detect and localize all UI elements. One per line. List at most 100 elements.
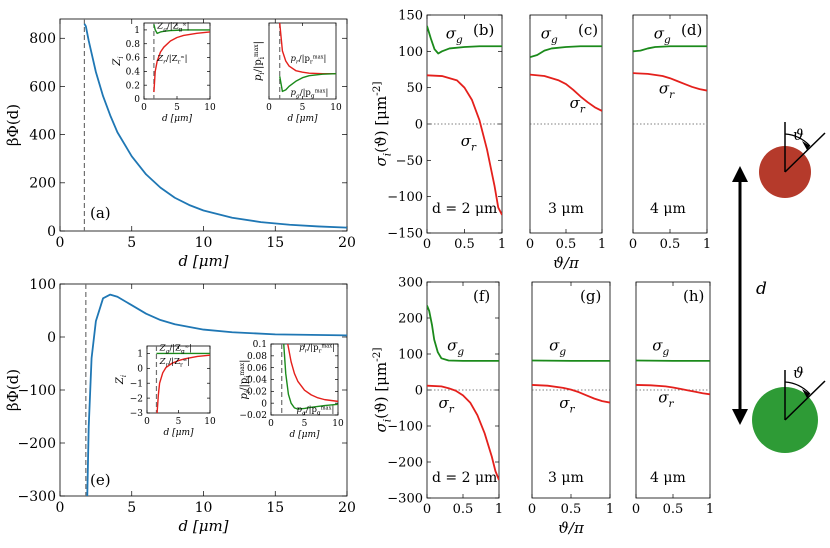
x-tick-label: 10 bbox=[332, 419, 344, 429]
x-tick-label: 1 bbox=[703, 237, 711, 252]
panel-letter: (b) bbox=[473, 21, 494, 39]
y-tick-label: −1 bbox=[130, 379, 143, 389]
series-label: Zr/|Zr∞| bbox=[159, 357, 190, 369]
e-inset-p-series-1 bbox=[283, 344, 338, 410]
x-tick-label: 1 bbox=[498, 237, 506, 252]
series-label: σr bbox=[659, 79, 675, 101]
a-inset-p-series-0 bbox=[279, 23, 336, 75]
x-tick-label: 1 bbox=[706, 502, 714, 517]
x-tick-label: 1 bbox=[606, 502, 614, 517]
y-tick-label: 0 bbox=[261, 399, 267, 409]
panel-e-series-0 bbox=[86, 293, 347, 496]
x-tick-label: 0 bbox=[266, 103, 272, 113]
panel-annotation: d = 2 μm bbox=[432, 470, 497, 486]
y-tick-label: 1 bbox=[137, 350, 143, 360]
angle-ray-bottom bbox=[784, 380, 826, 421]
y-tick-label: 0 bbox=[134, 95, 140, 105]
series-label: σg bbox=[541, 24, 558, 46]
x-tick-label: 1 bbox=[495, 502, 503, 517]
y-tick-label: 100 bbox=[398, 348, 423, 363]
panel-f-series-0 bbox=[427, 305, 499, 362]
y-tick-label: −200 bbox=[18, 436, 56, 452]
y-tick-label: 0 bbox=[137, 364, 143, 374]
x-tick-label: 0 bbox=[268, 419, 274, 429]
panel-h-frame bbox=[635, 281, 711, 499]
inset-y-axis-label: pi/|pimax| bbox=[253, 41, 266, 81]
panel-b-series-1 bbox=[427, 74, 502, 216]
angle-ray-top bbox=[784, 132, 826, 173]
y-axis-label: βΦ(d) bbox=[4, 369, 22, 411]
panel-c-panel: 0 0.5 1 σg σr (c) 3 μm ϑ/π bbox=[526, 14, 606, 272]
x-tick-label: 5 bbox=[127, 500, 136, 516]
x-tick-label: 0 bbox=[423, 502, 431, 517]
panel-letter: (d) bbox=[681, 21, 702, 39]
panel-h-series-1 bbox=[636, 384, 710, 396]
series-label: σr bbox=[570, 94, 586, 116]
y-tick-label: −2 bbox=[130, 394, 143, 404]
angle-label-bottom: ϑ bbox=[793, 364, 804, 382]
y-tick-label: 0.6 bbox=[126, 54, 141, 64]
series-label: pg/|pgmax| bbox=[296, 405, 334, 417]
panel-letter: (g) bbox=[580, 287, 601, 305]
x-tick-label: 0 bbox=[632, 502, 640, 517]
e-inset-p-frame bbox=[270, 343, 339, 416]
x-tick-label: 1 bbox=[598, 237, 606, 252]
x-tick-label: 10 bbox=[204, 103, 216, 113]
y-tick-label: 0.06 bbox=[247, 364, 267, 374]
panel-letter: (h) bbox=[683, 287, 704, 305]
inset-x-axis-label: d [μm] bbox=[287, 114, 318, 124]
y-axis-label: σi(ϑ) [μm-2] bbox=[371, 348, 394, 433]
x-tick-label: 0.5 bbox=[453, 502, 474, 517]
panel-g-series-1 bbox=[532, 384, 610, 404]
e-inset-p-series-0 bbox=[287, 344, 338, 403]
x-tick-label: 10 bbox=[204, 417, 216, 427]
y-tick-label: 0.08 bbox=[247, 352, 267, 362]
y-tick-label: 100 bbox=[29, 277, 56, 293]
series-label: pr/|prmax| bbox=[299, 343, 335, 355]
x-tick-label: 0 bbox=[144, 417, 150, 427]
a-inset-z-frame bbox=[143, 22, 211, 100]
x-tick-label: 5 bbox=[174, 103, 180, 113]
inset-y-axis-label: Zi bbox=[115, 375, 128, 385]
schematic: ϑ d ϑ bbox=[732, 122, 826, 453]
panel-b-panel: 0 0.5 1 −150 −100 −50 0 50 100 150 σg σr (b) d = 2 μm… bbox=[371, 9, 506, 252]
distance-arrow-down-icon bbox=[732, 409, 748, 425]
series-label: σg bbox=[446, 24, 463, 46]
x-tick-label: 5 bbox=[300, 103, 306, 113]
x-tick-label: 0 bbox=[423, 237, 431, 252]
y-tick-label: 0 bbox=[47, 224, 56, 240]
x-tick-label: 10 bbox=[330, 103, 342, 113]
series-label: Zg/|Zg∞| bbox=[159, 343, 192, 355]
y-tick-label: 0.02 bbox=[247, 387, 267, 397]
panel-annotation: d = 2 μm bbox=[432, 201, 497, 217]
y-tick-label: −100 bbox=[387, 420, 423, 435]
y-tick-label: 0.2 bbox=[126, 81, 140, 91]
x-tick-label: 0.5 bbox=[660, 237, 681, 252]
series-label: σr bbox=[461, 132, 477, 154]
series-label: σg bbox=[447, 336, 464, 358]
a-inset-z-series-0 bbox=[153, 24, 210, 35]
x-axis-label: ϑ/π bbox=[558, 519, 585, 537]
x-tick-label: 0.5 bbox=[556, 237, 577, 252]
panel-h-panel: 0 0.5 1 σg σr (h) 4 μm bbox=[632, 281, 714, 517]
x-tick-label: 0 bbox=[56, 235, 65, 251]
y-tick-label: 200 bbox=[398, 312, 423, 327]
panel-b-series-0 bbox=[427, 25, 502, 55]
series-label: σr bbox=[658, 389, 674, 411]
series-label: σg bbox=[652, 336, 669, 358]
series-label: σg bbox=[549, 336, 566, 358]
inset-y-axis-label: pi/|pimax| bbox=[239, 359, 252, 399]
y-tick-label: −300 bbox=[18, 489, 56, 505]
a-inset-z-series-1 bbox=[153, 31, 210, 93]
x-tick-label: 20 bbox=[338, 235, 356, 251]
y-tick-label: −200 bbox=[387, 456, 423, 471]
arrow-head-icon bbox=[802, 389, 810, 398]
a-inset-p-series-1 bbox=[279, 72, 336, 93]
y-tick-label: 0 bbox=[415, 118, 423, 133]
panel-d-series-0 bbox=[633, 45, 707, 53]
x-tick-label: 20 bbox=[338, 500, 356, 516]
x-tick-label: 0 bbox=[629, 237, 637, 252]
x-tick-label: 0 bbox=[141, 103, 147, 113]
